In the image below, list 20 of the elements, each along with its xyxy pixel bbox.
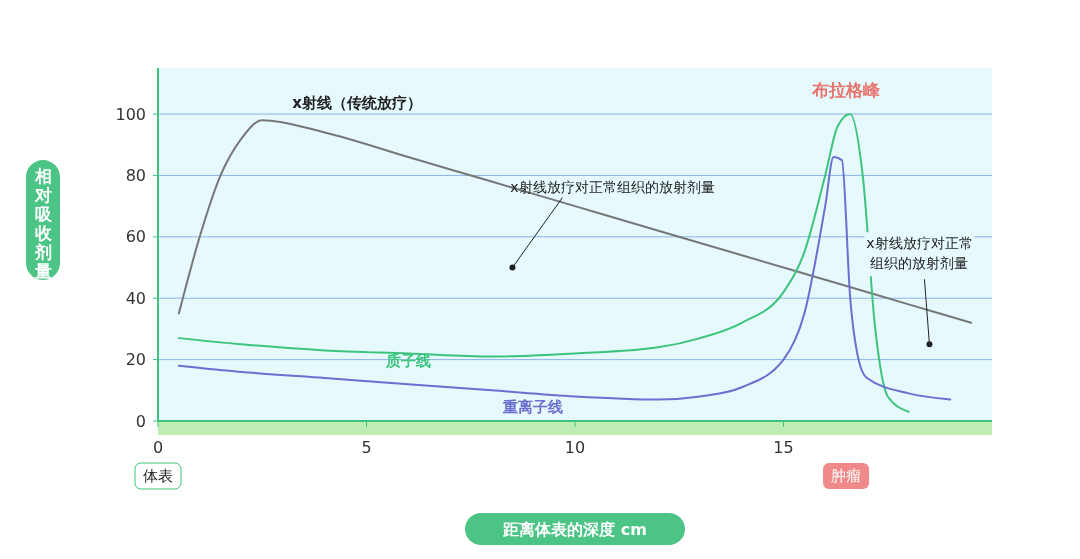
text: 体表 [143,467,173,485]
x-tick-label: 10 [564,438,586,457]
y-axis-title: 相对吸收剂量 [33,166,53,282]
y-tick-label: 80 [125,166,146,186]
series-label: x射线（传统放疗） [292,94,422,113]
y-tick-label: 100 [115,104,146,124]
annotation: x射线放疗对正常组织的放射剂量 [866,235,973,271]
y-tick-label: 0 [135,411,146,431]
x-tick-label: 5 [361,438,372,457]
annotation: 布拉格峰 [811,80,882,101]
y-tick-label: 40 [125,288,146,308]
y-tick-label: 60 [125,227,146,247]
y-tick-label: 20 [125,350,146,370]
x-tick-label: 15 [773,438,794,457]
series-label: 重离子线 [502,397,564,416]
series-label: 质子线 [384,351,431,370]
line-series [177,119,973,324]
x-tick-label: 0 [152,438,164,457]
text: 肿瘤 [831,467,862,485]
x-axis-title: 距离体表的深度 cm [502,520,647,539]
